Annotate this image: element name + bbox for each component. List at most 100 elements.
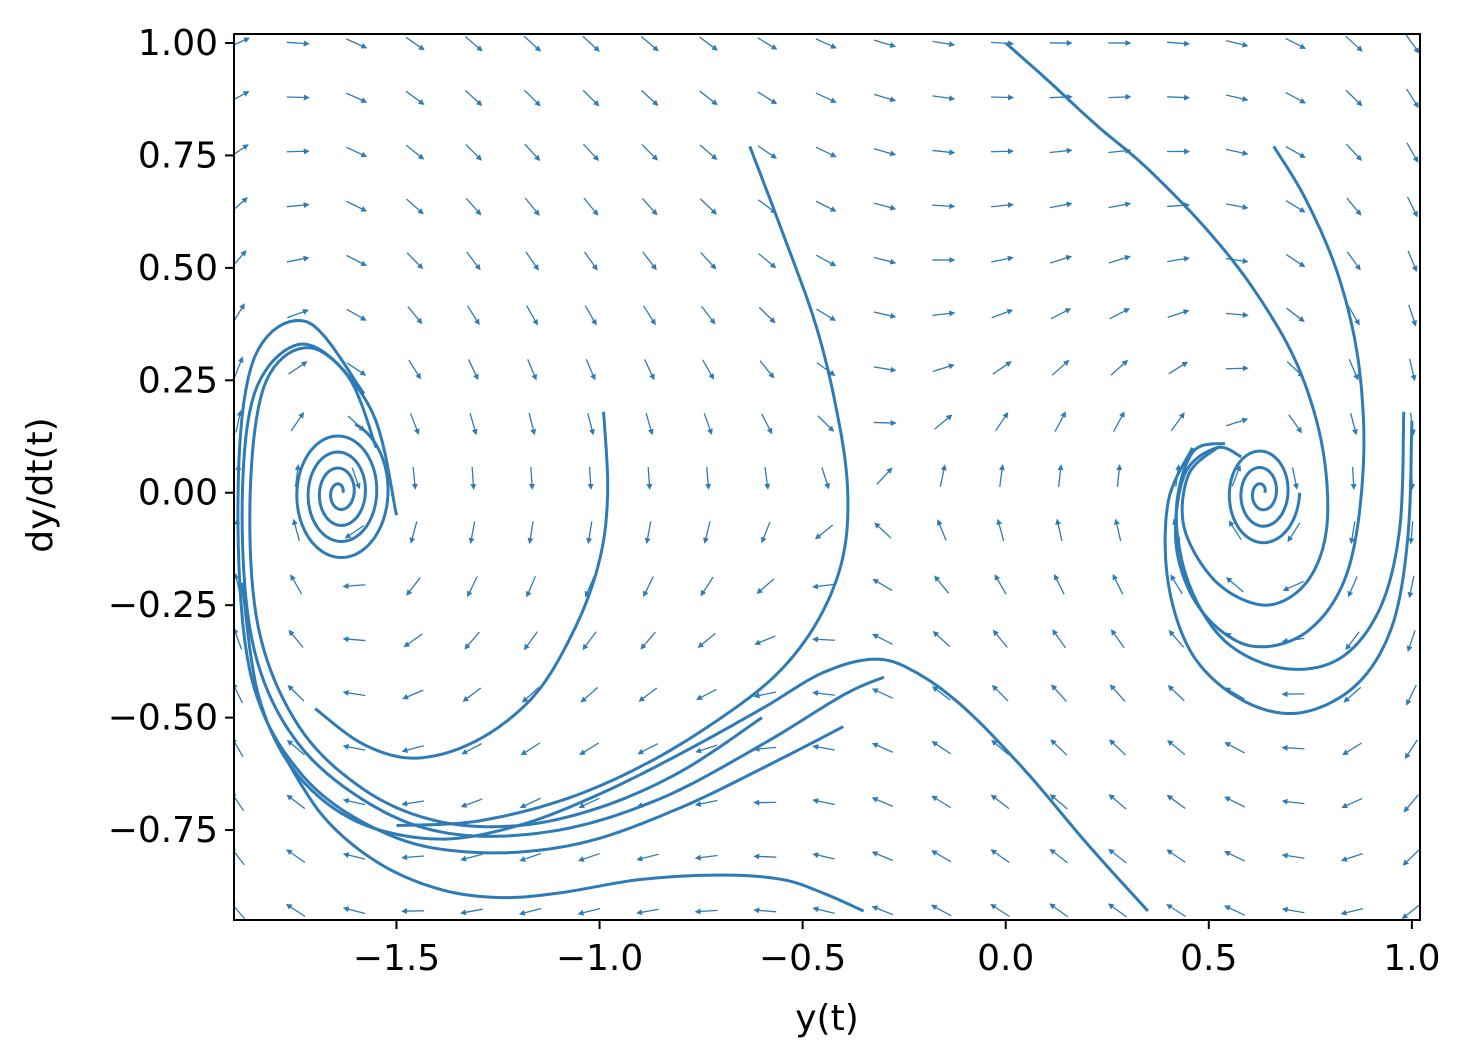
field-arrow bbox=[351, 467, 361, 490]
field-arrow bbox=[1347, 576, 1358, 598]
field-arrow bbox=[638, 687, 658, 702]
field-arrow bbox=[758, 253, 777, 269]
y-tick-label: 0.50 bbox=[138, 248, 218, 289]
field-arrow bbox=[587, 466, 594, 490]
field-arrow bbox=[468, 521, 476, 545]
x-tick-label: −1.5 bbox=[353, 938, 440, 979]
field-arrow bbox=[992, 361, 1012, 375]
field-arrow bbox=[290, 411, 305, 432]
field-arrow bbox=[234, 627, 243, 650]
field-arrow bbox=[1408, 304, 1417, 327]
field-arrow bbox=[346, 38, 368, 49]
field-arrow bbox=[697, 632, 716, 649]
field-arrow bbox=[1406, 684, 1417, 706]
field-arrow bbox=[991, 684, 1009, 702]
field-arrow bbox=[694, 908, 718, 915]
field-arrow bbox=[411, 466, 418, 490]
field-arrow bbox=[1228, 520, 1242, 541]
field-arrow bbox=[582, 631, 597, 651]
field-arrow bbox=[1054, 411, 1066, 432]
field-arrow bbox=[583, 251, 598, 271]
field-arrow bbox=[1340, 908, 1364, 916]
field-arrow bbox=[871, 742, 894, 753]
x-tick-label: 0.5 bbox=[1180, 938, 1237, 979]
field-arrow bbox=[234, 682, 243, 704]
field-arrow bbox=[342, 852, 366, 860]
field-arrow bbox=[409, 413, 420, 435]
field-arrow bbox=[1285, 253, 1306, 268]
field-arrow bbox=[1225, 148, 1249, 156]
field-arrow bbox=[286, 255, 310, 263]
field-arrow bbox=[821, 467, 830, 490]
field-arrow bbox=[406, 198, 424, 215]
field-arrow bbox=[1049, 848, 1069, 864]
field-arrow bbox=[641, 197, 658, 216]
field-arrow bbox=[346, 362, 367, 376]
field-arrow bbox=[1110, 359, 1129, 376]
field-arrow bbox=[636, 908, 659, 916]
field-arrow bbox=[583, 197, 599, 216]
field-arrow bbox=[1405, 88, 1419, 109]
field-arrow bbox=[287, 309, 309, 319]
field-arrow bbox=[1345, 143, 1363, 162]
field-arrow bbox=[816, 362, 836, 377]
field-arrow bbox=[1057, 464, 1064, 488]
field-arrow bbox=[523, 35, 542, 52]
field-arrow bbox=[699, 90, 718, 106]
field-arrow bbox=[520, 742, 541, 756]
field-arrow bbox=[812, 744, 835, 751]
field-arrow bbox=[991, 148, 1015, 155]
field-arrow bbox=[1170, 412, 1185, 432]
x-tick-label: 1.0 bbox=[1383, 938, 1440, 979]
field-arrow bbox=[873, 256, 897, 265]
field-arrow bbox=[932, 40, 956, 48]
field-arrow bbox=[460, 798, 483, 808]
field-arrow bbox=[1113, 518, 1122, 542]
field-arrow bbox=[1342, 742, 1363, 756]
field-arrow bbox=[694, 854, 718, 861]
field-arrow bbox=[703, 521, 711, 544]
field-arrow bbox=[526, 576, 536, 598]
field-arrow bbox=[234, 197, 248, 211]
field-arrow bbox=[234, 356, 244, 379]
field-arrow bbox=[994, 574, 1007, 595]
field-arrow bbox=[759, 360, 775, 379]
field-arrow bbox=[286, 40, 310, 47]
field-arrow bbox=[466, 251, 481, 271]
field-arrow bbox=[873, 202, 897, 211]
field-arrow bbox=[342, 636, 366, 643]
field-arrow bbox=[1226, 417, 1249, 427]
field-arrow bbox=[931, 795, 952, 809]
field-arrow bbox=[992, 629, 1008, 648]
field-arrow bbox=[342, 743, 366, 751]
field-arrow bbox=[873, 93, 897, 103]
field-arrow bbox=[1113, 411, 1125, 432]
field-arrow bbox=[990, 794, 1010, 810]
field-arrow bbox=[1052, 629, 1067, 649]
trajectory-right-inner-spiral bbox=[1227, 449, 1302, 545]
field-arrow bbox=[931, 686, 951, 701]
field-arrow bbox=[644, 521, 652, 545]
field-arrow bbox=[641, 143, 659, 161]
y-tick-label: 0.75 bbox=[138, 135, 218, 176]
trajectories bbox=[236, 41, 1414, 913]
field-arrow bbox=[1109, 308, 1130, 320]
field-arrow bbox=[1112, 573, 1124, 595]
y-tick-label: −0.25 bbox=[108, 585, 218, 626]
field-arrow bbox=[760, 521, 771, 544]
field-arrow bbox=[342, 583, 366, 590]
field-arrow bbox=[527, 521, 534, 545]
x-tick-label: 0.0 bbox=[977, 938, 1034, 979]
field-arrow bbox=[991, 739, 1010, 756]
field-arrow bbox=[342, 906, 366, 915]
field-arrow bbox=[1406, 142, 1419, 163]
field-arrow bbox=[1281, 906, 1305, 914]
field-arrow bbox=[461, 743, 482, 755]
field-arrow bbox=[1225, 39, 1249, 48]
field-arrow bbox=[1049, 794, 1068, 810]
trajectory-left-inner-spiral bbox=[295, 423, 390, 559]
field-arrow bbox=[1346, 251, 1361, 271]
field-arrow bbox=[1108, 794, 1127, 810]
field-arrow bbox=[587, 412, 595, 436]
field-arrow bbox=[754, 635, 776, 646]
